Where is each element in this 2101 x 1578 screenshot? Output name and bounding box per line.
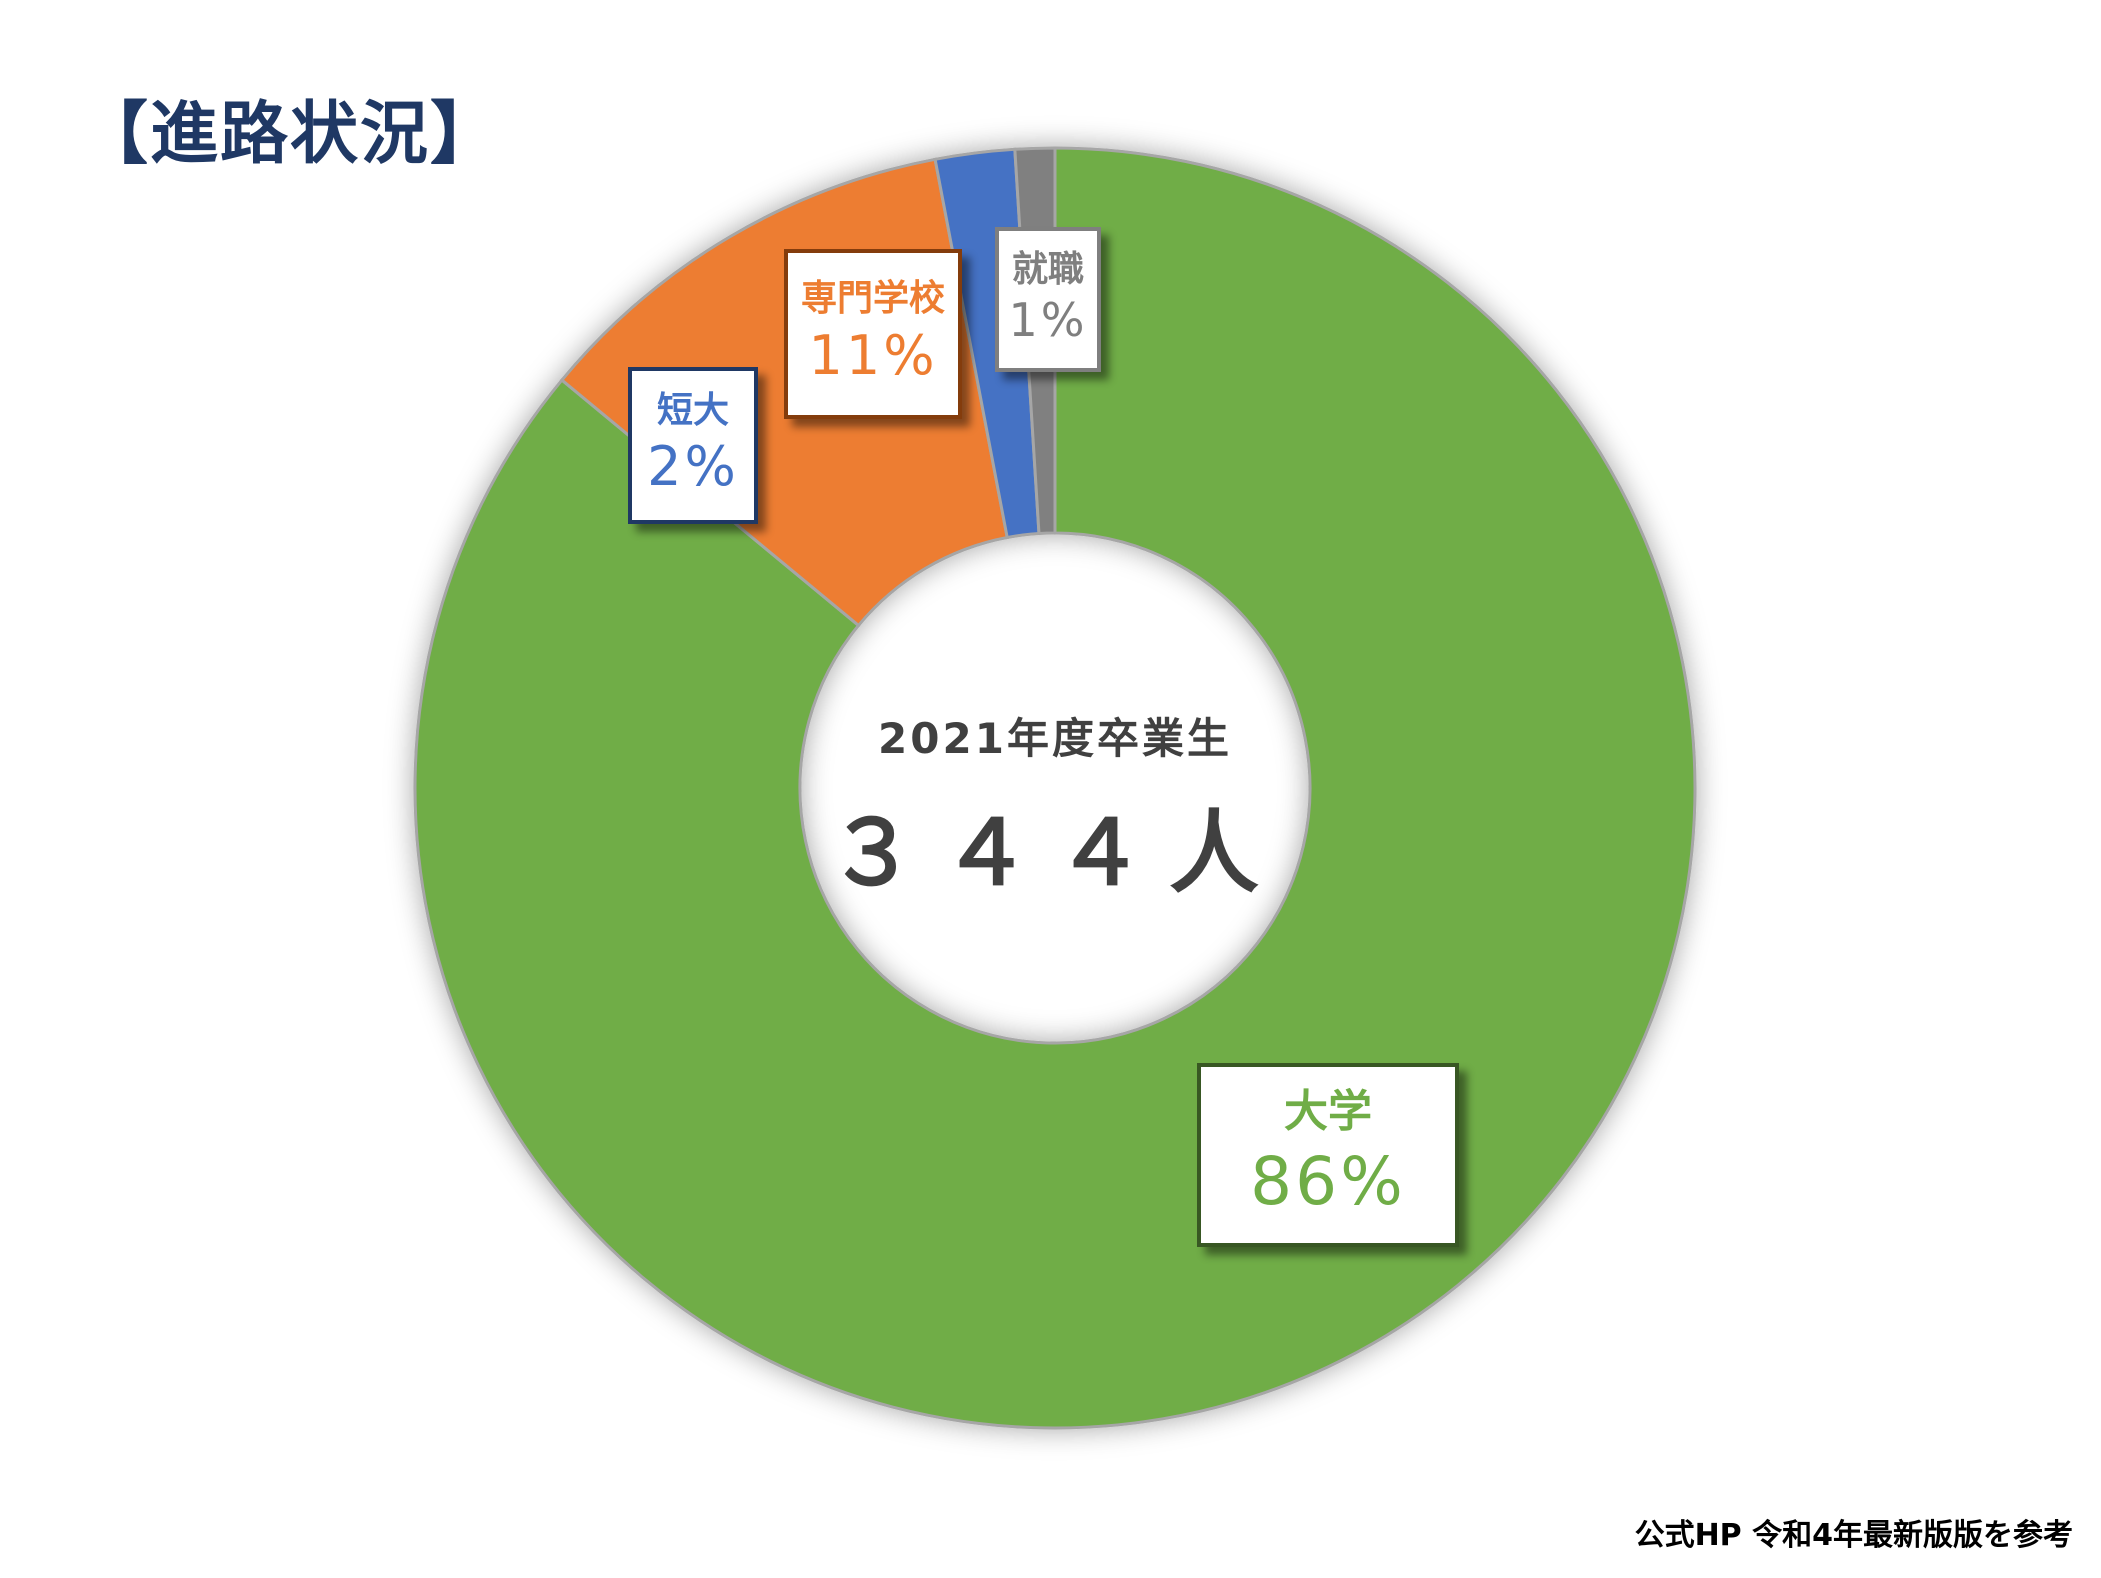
slice-percent-tandai: 2% — [647, 435, 739, 498]
graduates-total-count: ３４４人 — [827, 801, 1283, 906]
data-label-shushoku: 就職 1% — [995, 227, 1101, 372]
slice-name-senmon: 専門学校 — [800, 278, 945, 320]
slice-name-shushoku: 就職 — [1011, 249, 1084, 290]
donut-center-text: 2021年度卒業生 ３４４人 — [805, 705, 1305, 910]
data-label-tandai: 短大 2% — [628, 367, 758, 524]
slice-name-daigaku: 大学 — [1284, 1085, 1372, 1137]
page-title: 【進路状況】 — [80, 95, 501, 174]
slice-percent-senmon: 11% — [808, 323, 938, 387]
slice-name-tandai: 短大 — [656, 389, 729, 431]
data-label-senmon: 専門学校 11% — [784, 249, 962, 419]
slice-percent-shushoku: 1% — [1008, 293, 1088, 348]
slice-percent-daigaku: 86% — [1250, 1142, 1406, 1220]
data-label-daigaku: 大学 86% — [1197, 1063, 1459, 1247]
source-note: 公式HP 令和4年最新版版を参考 — [1634, 1518, 2073, 1553]
graduates-year-label: 2021年度卒業生 — [878, 714, 1232, 763]
